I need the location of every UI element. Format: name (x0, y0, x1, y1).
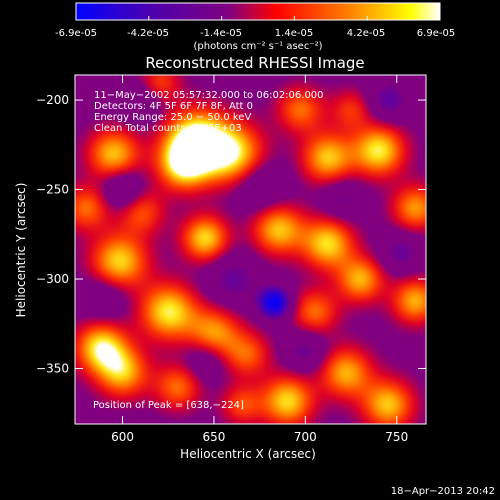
peak-position-label: Position of Peak = [638,−224] (93, 400, 244, 411)
colorbar-tick-label: 1.4e-05 (275, 28, 313, 39)
annotation-detectors: Detectors: 4F 5F 6F 7F 8F, Att 0 (94, 101, 253, 112)
heatmap-container (75, 75, 426, 424)
colorbar-tick-label: 6.9e-05 (417, 28, 455, 39)
colorbar (75, 2, 441, 21)
y-tick-label: −350 (36, 362, 69, 376)
x-tick-label: 650 (202, 430, 225, 444)
colorbar-tick-label: -4.2e-05 (127, 28, 169, 39)
colorbar-tick-label: -6.9e-05 (55, 28, 97, 39)
x-tick-label: 600 (111, 430, 134, 444)
chart-title: Reconstructed RHESSI Image (145, 54, 364, 72)
annotation-block: 11−May−2002 05:57:32.000 to 06:02:06.000… (94, 90, 324, 134)
colorbar-tick-label: 4.2e-05 (347, 28, 385, 39)
colorbar-ticks (75, 16, 441, 20)
colorbar-tick-label: -1.4e-05 (200, 28, 242, 39)
plot-frame (74, 74, 427, 425)
x-axis-label: Heliocentric X (arcsec) (180, 447, 316, 461)
annotation-time-range: 11−May−2002 05:57:32.000 to 06:02:06.000 (94, 90, 324, 101)
x-axis: 600 650 700 750 (111, 75, 408, 444)
y-tick-label: −250 (36, 183, 69, 197)
x-tick-label: 700 (294, 430, 317, 444)
heatmap-image (75, 75, 426, 424)
x-tick-label: 750 (385, 430, 408, 444)
annotation-energy-range: Energy Range: 25.0 − 50.0 keV (94, 112, 251, 123)
y-axis-label: Heliocentric Y (arcsec) (14, 183, 28, 318)
y-tick-label: −300 (36, 272, 69, 286)
annotation-clean-counts: Clean Total counts: 2.46E+03 (94, 123, 242, 134)
footer-timestamp: 18−Apr−2013 20:42 (391, 486, 495, 497)
y-tick-label: −200 (36, 93, 69, 107)
colorbar-units-label: (photons cm⁻² s⁻¹ asec⁻²) (193, 41, 322, 52)
y-axis: −200 −250 −300 −350 (36, 93, 426, 376)
